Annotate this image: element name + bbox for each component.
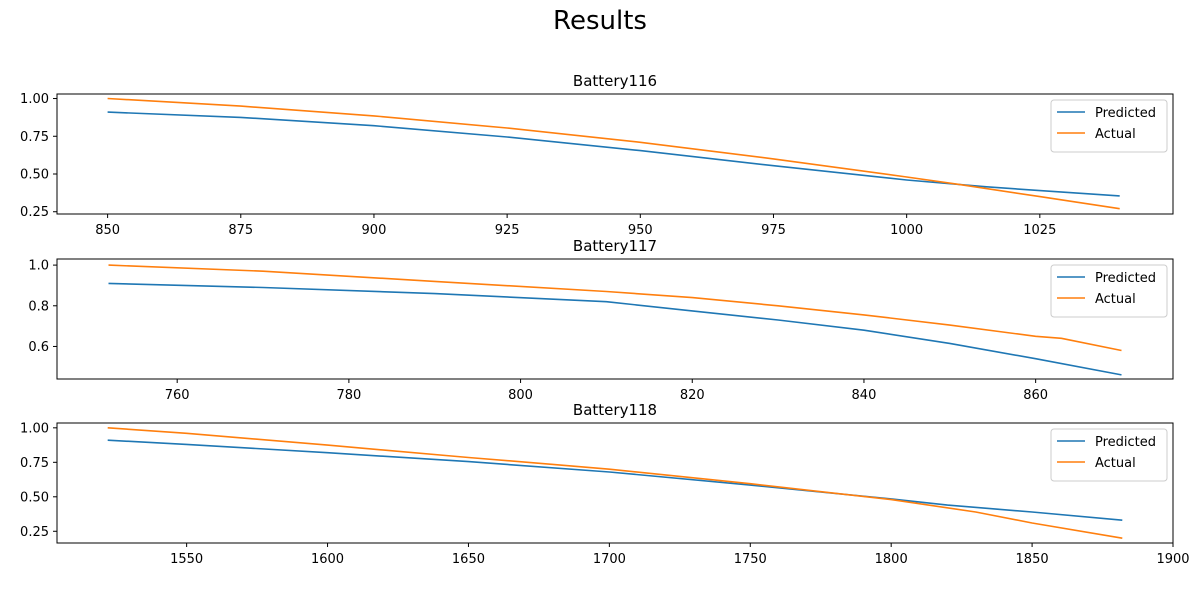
legend-label-actual: Actual <box>1095 127 1136 142</box>
legend-label-predicted: Predicted <box>1095 106 1156 121</box>
y-tick-label: 1.00 <box>20 92 49 107</box>
y-tick-label: 1.00 <box>20 421 49 436</box>
x-tick-label: 820 <box>680 388 705 403</box>
subplot-title: Battery118 <box>573 401 657 419</box>
x-tick-label: 780 <box>336 388 361 403</box>
y-tick-label: 0.75 <box>20 130 49 145</box>
series-line-predicted <box>107 111 1120 197</box>
x-tick-label: 1600 <box>311 552 344 567</box>
legend: Predicted Actual <box>1050 264 1168 318</box>
legend-box <box>1050 99 1168 153</box>
legend-label-predicted: Predicted <box>1095 271 1156 286</box>
legend-box <box>1050 428 1168 482</box>
x-tick-label: 900 <box>362 223 387 238</box>
x-tick-label: 760 <box>165 388 190 403</box>
x-tick-label: 1650 <box>452 552 485 567</box>
subplot-title: Battery117 <box>573 237 657 255</box>
legend: Predicted Actual <box>1050 428 1168 482</box>
x-tick-label: 1850 <box>1016 552 1049 567</box>
x-tick-label: 1700 <box>593 552 626 567</box>
axes-frame <box>56 422 1174 544</box>
legend-label-actual: Actual <box>1095 292 1136 307</box>
x-tick-label: 875 <box>228 223 253 238</box>
series-line-predicted <box>107 439 1123 521</box>
x-tick-label: 1000 <box>890 223 923 238</box>
y-tick-label: 0.25 <box>20 525 49 540</box>
y-tick-label: 0.6 <box>28 340 49 355</box>
y-tick-label: 0.50 <box>20 490 49 505</box>
subplot-3: Battery118 1550 1600 1650 1700 1750 1800 1850 19… <box>20 401 1190 567</box>
subplot-title: Battery116 <box>573 72 657 90</box>
series-line-actual <box>108 264 1122 352</box>
series-line-actual <box>107 97 1120 210</box>
y-tick-label: 0.25 <box>20 205 49 220</box>
x-tick-label: 800 <box>508 388 533 403</box>
y-tick-label: 0.75 <box>20 456 49 471</box>
subplot-2: Battery117 760 780 800 820 840 860 0.6 0.8 1.0 Pre… <box>28 237 1174 403</box>
x-tick-label: 1900 <box>1156 552 1189 567</box>
x-tick-label: 1750 <box>734 552 767 567</box>
legend: Predicted Actual <box>1050 99 1168 153</box>
x-tick-label: 850 <box>95 223 120 238</box>
axes-frame <box>56 93 1174 215</box>
x-tick-label: 1025 <box>1023 223 1056 238</box>
subplot-1: Battery116 850 875 900 925 950 975 1000 1025 0.25… <box>20 72 1174 238</box>
legend-label-actual: Actual <box>1095 456 1136 471</box>
series-line-predicted <box>108 282 1122 376</box>
x-tick-label: 1800 <box>875 552 908 567</box>
legend-label-predicted: Predicted <box>1095 435 1156 450</box>
axes-frame <box>56 258 1174 380</box>
legend-box <box>1050 264 1168 318</box>
x-tick-label: 950 <box>628 223 653 238</box>
y-tick-label: 0.8 <box>28 299 49 314</box>
series-line-actual <box>107 427 1123 539</box>
x-tick-label: 860 <box>1023 388 1048 403</box>
x-tick-label: 975 <box>761 223 786 238</box>
x-tick-label: 925 <box>495 223 520 238</box>
figure-title: Results <box>553 6 647 36</box>
x-tick-label: 840 <box>852 388 877 403</box>
y-tick-label: 1.0 <box>28 259 49 274</box>
y-tick-label: 0.50 <box>20 168 49 183</box>
x-tick-label: 1550 <box>170 552 203 567</box>
